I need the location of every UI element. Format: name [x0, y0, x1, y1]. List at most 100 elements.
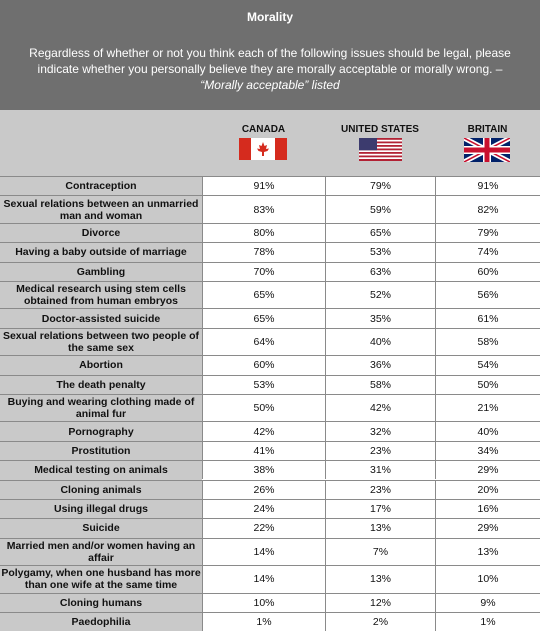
table-row: Polygamy, when one husband has more than…: [0, 565, 540, 593]
row-label: Contraception: [0, 177, 202, 196]
table-row: Gambling 70% 63% 60%: [0, 261, 540, 281]
data-label: 54%: [435, 356, 540, 375]
data-label: 91%: [202, 177, 325, 196]
header-banner: Morality Regardless of whether or not yo…: [0, 0, 540, 110]
row-label: Polygamy, when one husband has more than…: [0, 566, 202, 593]
data-label: 10%: [202, 593, 325, 612]
data-label: 10%: [435, 566, 540, 593]
row-label: Gambling: [0, 262, 202, 281]
row-label: Sexual relations between an unmarried ma…: [0, 196, 202, 223]
data-label: 80%: [202, 223, 325, 243]
data-label: 1%: [435, 612, 540, 631]
data-label: 53%: [202, 375, 325, 394]
data-label: 13%: [435, 538, 540, 566]
row-label: Buying and wearing clothing made of anim…: [0, 394, 202, 422]
column-name: UNITED STATES: [341, 124, 419, 135]
data-label: 13%: [325, 566, 435, 593]
data-label: 14%: [202, 566, 325, 593]
data-label: 70%: [202, 262, 325, 281]
table-row: Medical testing on animals 38% 31% 29%: [0, 460, 540, 480]
row-label: Doctor-assisted suicide: [0, 309, 202, 328]
data-label: 14%: [202, 538, 325, 566]
data-label: 42%: [325, 394, 435, 422]
data-label: 41%: [202, 441, 325, 461]
table-row: Suicide 22% 13% 29%: [0, 518, 540, 538]
data-label: 26%: [202, 480, 325, 499]
table-row: Cloning humans 10% 12% 9%: [0, 592, 540, 612]
data-label: 12%: [325, 593, 435, 612]
table-row: Pornography 42% 32% 40%: [0, 421, 540, 441]
question-main: Regardless of whether or not you think e…: [29, 46, 511, 76]
question-note: “Morally acceptable” listed: [200, 78, 340, 92]
data-label: 56%: [435, 281, 540, 309]
row-label: Medical research using stem cells obtain…: [0, 281, 202, 309]
data-label: 82%: [435, 196, 540, 223]
data-label: 17%: [325, 499, 435, 519]
data-label: 20%: [435, 480, 540, 499]
table-row: Contraception 91% 79% 91%: [0, 176, 540, 196]
table-row: Abortion 60% 36% 54%: [0, 355, 540, 375]
data-label: 38%: [202, 461, 325, 480]
data-label: 91%: [435, 177, 540, 196]
data-label: 50%: [435, 375, 540, 394]
results-table: CANADA UNITED STATES BRITAIN: [0, 110, 540, 631]
row-label: Pornography: [0, 422, 202, 441]
row-label: The death penalty: [0, 375, 202, 394]
column-header-united-states: UNITED STATES: [325, 110, 435, 176]
data-label: 65%: [202, 281, 325, 309]
data-label: 65%: [202, 309, 325, 328]
data-label: 79%: [435, 223, 540, 243]
data-label: 83%: [202, 196, 325, 223]
uk-flag-icon: [464, 138, 510, 162]
data-label: 24%: [202, 499, 325, 519]
row-label: Medical testing on animals: [0, 461, 202, 480]
row-label: Sexual relations between two people of t…: [0, 328, 202, 356]
data-label: 52%: [325, 281, 435, 309]
row-label: Having a baby outside of marriage: [0, 243, 202, 262]
data-label: 63%: [325, 262, 435, 281]
data-label: 59%: [325, 196, 435, 223]
data-label: 22%: [202, 519, 325, 538]
table-row: Having a baby outside of marriage 78% 53% 7…: [0, 242, 540, 262]
canada-flag-icon: [239, 138, 287, 160]
data-label: 9%: [435, 593, 540, 612]
table-row: Sexual relations between an unmarried ma…: [0, 195, 540, 223]
data-label: 60%: [202, 356, 325, 375]
row-label: Abortion: [0, 356, 202, 375]
column-header-britain: BRITAIN: [435, 110, 540, 176]
data-label: 40%: [435, 422, 540, 441]
data-label: 32%: [325, 422, 435, 441]
row-label: Suicide: [0, 519, 202, 538]
data-label: 74%: [435, 243, 540, 262]
page-title: Morality: [246, 10, 293, 24]
data-label: 64%: [202, 328, 325, 356]
row-label: Using illegal drugs: [0, 499, 202, 519]
table-row: Buying and wearing clothing made of anim…: [0, 393, 540, 422]
data-label: 79%: [325, 177, 435, 196]
data-label: 53%: [325, 243, 435, 262]
table-row: Using illegal drugs 24% 17% 16%: [0, 498, 540, 519]
data-label: 29%: [435, 461, 540, 480]
data-label: 16%: [435, 499, 540, 519]
row-label: Cloning humans: [0, 593, 202, 612]
data-label: 29%: [435, 519, 540, 538]
column-header-canada: CANADA: [202, 110, 325, 176]
table-row: Medical research using stem cells obtain…: [0, 280, 540, 309]
question-text: Regardless of whether or not you think e…: [8, 45, 532, 93]
column-name: CANADA: [241, 124, 286, 135]
data-label: 36%: [325, 356, 435, 375]
row-label: Cloning animals: [0, 480, 202, 499]
data-label: 60%: [435, 262, 540, 281]
table-row: Sexual relations between two people of t…: [0, 327, 540, 356]
data-label: 35%: [325, 309, 435, 328]
data-label: 61%: [435, 309, 540, 328]
data-label: 21%: [435, 394, 540, 422]
data-label: 31%: [325, 461, 435, 480]
data-label: 1%: [202, 612, 325, 631]
data-label: 2%: [325, 612, 435, 631]
data-label: 78%: [202, 243, 325, 262]
table-row: Married men and/or women having an affai…: [0, 537, 540, 566]
row-label: Divorce: [0, 223, 202, 243]
data-label: 23%: [325, 441, 435, 461]
table-row: Paedophilia 1% 2% 1%: [0, 611, 540, 631]
